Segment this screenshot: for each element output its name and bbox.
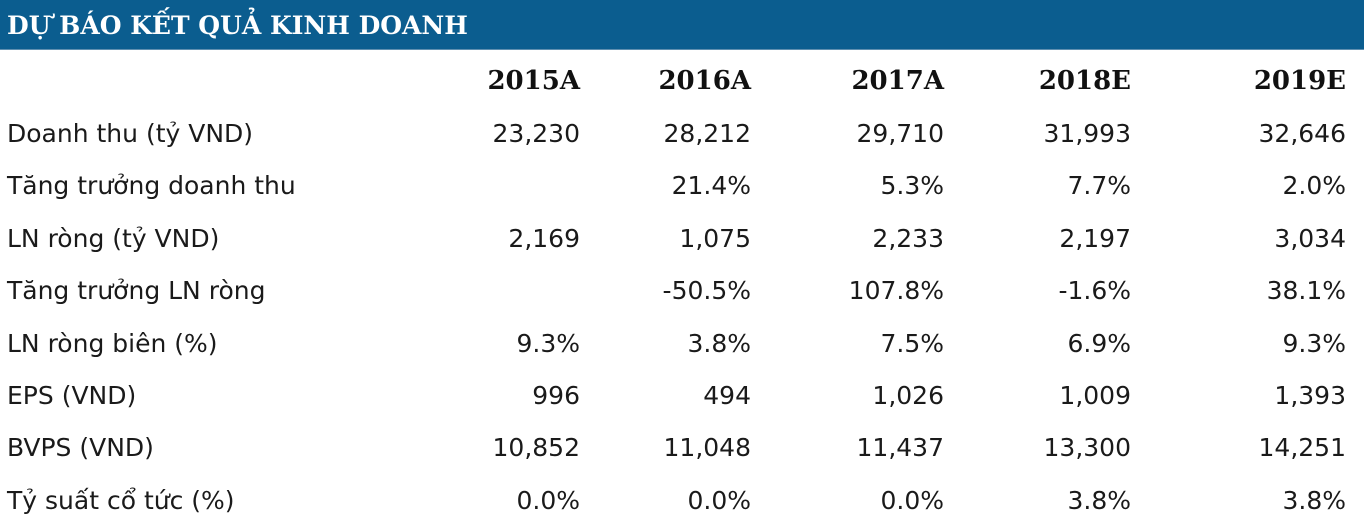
table-cell: 21.4%	[671, 171, 751, 201]
table-cell: 494	[703, 381, 751, 411]
column-header: 2019E	[1253, 66, 1346, 97]
table-row: Tỷ suất cổ tức (%) 0.0% 0.0% 0.0% 3.8% 3…	[0, 474, 1346, 526]
column-header: 2018E	[1038, 66, 1131, 97]
table-cell: 23,230	[492, 119, 580, 149]
column-header: 2016A	[658, 66, 751, 97]
section-header: DỰ BÁO KẾT QUẢ KINH DOANH	[0, 0, 1364, 50]
table-cell	[404, 265, 580, 317]
row-label: Tăng trưởng doanh thu	[7, 171, 296, 201]
table-cell: 3,034	[1274, 223, 1346, 253]
table-cell: 3.8%	[1067, 485, 1131, 515]
table-cell: 2,169	[508, 223, 580, 253]
table-cell: 9.3%	[1282, 328, 1346, 358]
column-header: 2015A	[487, 66, 580, 97]
table-row: Tăng trưởng doanh thu 21.4% 5.3% 7.7% 2.…	[0, 160, 1346, 212]
table-cell: -50.5%	[662, 276, 751, 306]
row-label: Tăng trưởng LN ròng	[7, 276, 266, 306]
table-cell: 38.1%	[1266, 276, 1346, 306]
table-cell: 32,646	[1258, 119, 1346, 149]
row-label: BVPS (VND)	[7, 433, 154, 463]
table-cell: 0.0%	[687, 485, 751, 515]
table-cell: 1,009	[1059, 381, 1131, 411]
section-title: DỰ BÁO KẾT QUẢ KINH DOANH	[7, 11, 468, 40]
table-row: BVPS (VND) 10,852 11,048 11,437 13,300 1…	[0, 422, 1346, 474]
table-cell: 28,212	[663, 119, 751, 149]
table-cell: 7.5%	[880, 328, 944, 358]
row-label: LN ròng (tỷ VND)	[7, 223, 220, 253]
table-cell: 3.8%	[1282, 485, 1346, 515]
row-label: Tỷ suất cổ tức (%)	[7, 485, 235, 515]
table-cell: 7.7%	[1067, 171, 1131, 201]
table-cell: 0.0%	[880, 485, 944, 515]
table-row: LN ròng biên (%) 9.3% 3.8% 7.5% 6.9% 9.3…	[0, 317, 1346, 369]
table-row: Doanh thu (tỷ VND) 23,230 28,212 29,710 …	[0, 107, 1346, 159]
table-cell: 6.9%	[1067, 328, 1131, 358]
column-header-blank	[0, 55, 404, 107]
table-cell: 3.8%	[687, 328, 751, 358]
table-cell: 13,300	[1043, 433, 1131, 463]
row-label: Doanh thu (tỷ VND)	[7, 119, 254, 149]
table-row: EPS (VND) 996 494 1,026 1,009 1,393	[0, 369, 1346, 421]
row-label: LN ròng biên (%)	[7, 328, 218, 358]
table-cell: 29,710	[856, 119, 944, 149]
table-cell: 5.3%	[880, 171, 944, 201]
table-cell: 2,233	[872, 223, 944, 253]
table-cell: 31,993	[1043, 119, 1131, 149]
table-row: Tăng trưởng LN ròng -50.5% 107.8% -1.6% …	[0, 265, 1346, 317]
table-cell: 2.0%	[1282, 171, 1346, 201]
table-cell: 9.3%	[516, 328, 580, 358]
table-cell: 996	[532, 381, 580, 411]
table-cell: 14,251	[1258, 433, 1346, 463]
table-cell: 2,197	[1059, 223, 1131, 253]
table-cell: 107.8%	[848, 276, 944, 306]
row-label: EPS (VND)	[7, 381, 137, 411]
column-header: 2017A	[851, 66, 944, 97]
table-cell: 1,075	[679, 223, 751, 253]
table-row: LN ròng (tỷ VND) 2,169 1,075 2,233 2,197…	[0, 212, 1346, 264]
table-cell: 0.0%	[516, 485, 580, 515]
table-cell: 11,437	[856, 433, 944, 463]
table-cell: 11,048	[663, 433, 751, 463]
table-cell: 1,026	[872, 381, 944, 411]
forecast-table: 2015A 2016A 2017A 2018E 2019E Doanh thu …	[0, 55, 1346, 527]
table-header-row: 2015A 2016A 2017A 2018E 2019E	[0, 55, 1346, 107]
table-cell: 10,852	[492, 433, 580, 463]
table-cell	[404, 160, 580, 212]
table-cell: 1,393	[1274, 381, 1346, 411]
table-cell: -1.6%	[1058, 276, 1131, 306]
